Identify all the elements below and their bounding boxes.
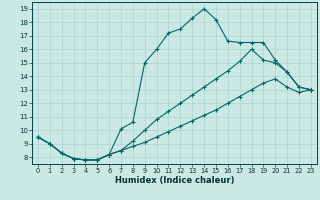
X-axis label: Humidex (Indice chaleur): Humidex (Indice chaleur) [115, 176, 234, 185]
